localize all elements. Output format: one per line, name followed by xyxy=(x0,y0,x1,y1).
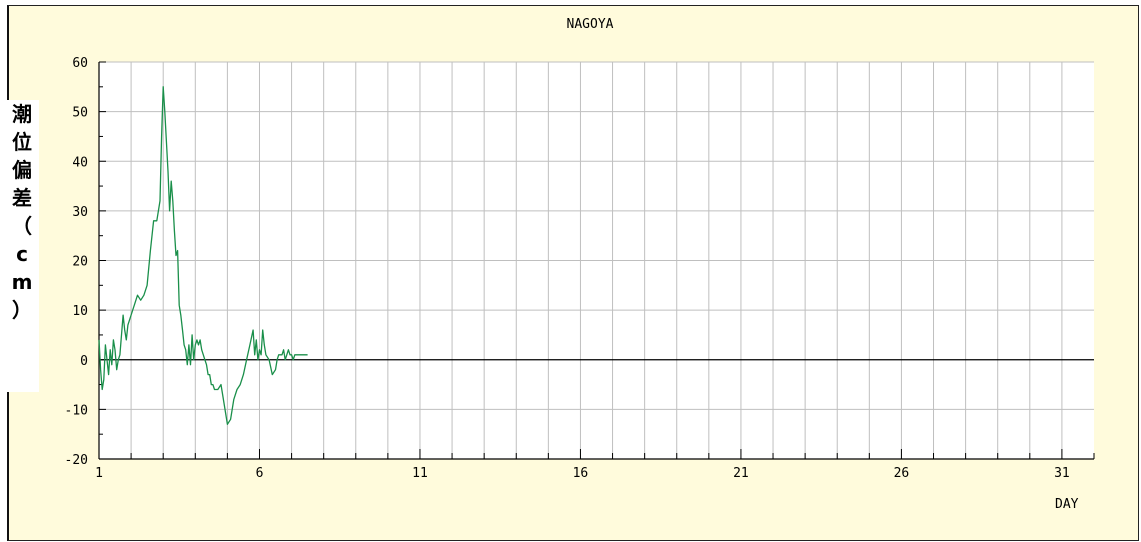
grid xyxy=(99,61,1094,459)
x-tick-label: 11 xyxy=(412,466,428,481)
y-tick-label: 60 xyxy=(72,56,88,71)
y-tick-label: 10 xyxy=(72,304,88,319)
y-tick-label: 50 xyxy=(72,106,88,121)
y-axis-label: 潮 位 偏 差 （ c m ） xyxy=(5,100,39,392)
y-axis-label-char: ） xyxy=(12,298,32,322)
y-tick-label: -10 xyxy=(65,403,88,418)
y-axis-label-char: 潮 xyxy=(12,102,32,126)
y-axis-label-char: c xyxy=(16,242,28,266)
chart-title: NAGOYA xyxy=(566,17,614,32)
x-tick-label: 26 xyxy=(894,466,910,481)
x-tick-label: 21 xyxy=(733,466,749,481)
y-tick-labels: -20 -10 0 10 20 30 40 50 60 xyxy=(65,56,88,468)
y-axis-label-char: 差 xyxy=(12,186,32,210)
axis-ticks xyxy=(98,61,1095,460)
y-tick-label: 0 xyxy=(80,354,88,369)
series-line xyxy=(98,86,308,425)
y-axis-label-char: 偏 xyxy=(12,158,32,182)
y-tick-label: -20 xyxy=(65,453,88,468)
x-tick-label: 6 xyxy=(256,466,264,481)
x-tick-label: 1 xyxy=(95,466,103,481)
x-tick-label: 31 xyxy=(1054,466,1070,481)
y-tick-label: 40 xyxy=(72,155,88,170)
y-axis-label-char: 位 xyxy=(12,130,32,154)
x-tick-labels: 1 6 11 16 21 26 31 xyxy=(95,466,1070,481)
x-tick-label: 16 xyxy=(573,466,589,481)
y-tick-label: 20 xyxy=(72,255,88,270)
y-tick-label: 30 xyxy=(72,205,88,220)
series-layer xyxy=(98,86,308,425)
y-axis-label-char: m xyxy=(11,270,33,294)
x-axis-label: DAY xyxy=(1055,497,1079,512)
y-axis-label-char: （ xyxy=(12,214,32,238)
